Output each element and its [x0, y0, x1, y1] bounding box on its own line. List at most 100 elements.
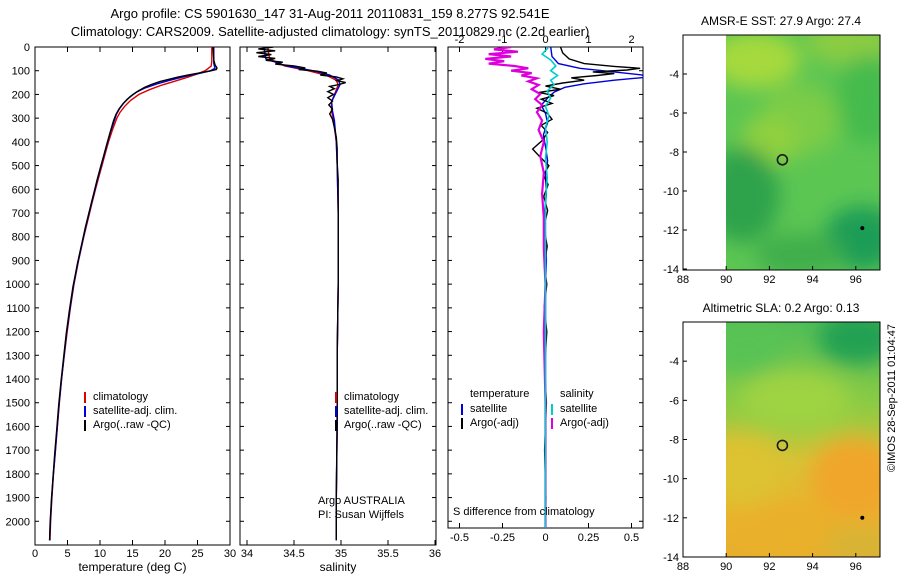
legend-label: satellite-adj. clim. — [93, 405, 178, 417]
series-satellite-adj-clim- — [263, 47, 341, 541]
tick-label: 1800 — [6, 469, 30, 481]
salinity-legend: climatology satellite-adj. clim. Argo(..… — [335, 390, 428, 432]
tick-label: -12 — [663, 513, 679, 525]
series-salinity-satellite — [540, 47, 559, 528]
tick-label: 100 — [12, 66, 30, 78]
satellite-swatch — [84, 405, 86, 417]
tick-label: 1900 — [6, 493, 30, 505]
tick-label: 1200 — [6, 327, 30, 339]
tick-label: 35 — [335, 548, 347, 560]
float-dot — [860, 515, 865, 520]
argo-swatch — [84, 419, 86, 431]
tick-label: 90 — [720, 274, 732, 286]
tick-label: 600 — [12, 184, 30, 196]
legend-item-climatology: climatology — [84, 390, 177, 404]
tick-label: 1400 — [6, 374, 30, 386]
argo-swatch — [335, 419, 337, 431]
tick-label: 500 — [12, 161, 30, 173]
tick-label: 94 — [806, 274, 818, 286]
tick-label: 0 — [24, 42, 30, 54]
series-temperature-satellite — [540, 47, 643, 528]
legend-item-argo: Argo(..raw -QC) — [84, 418, 177, 432]
tick-label: 2 — [628, 34, 634, 46]
float-dot — [860, 226, 865, 231]
legend-item-satellite-t: satellite — [461, 402, 529, 416]
tick-label: 10 — [94, 548, 106, 560]
climatology-swatch — [84, 391, 86, 403]
satellite-s-swatch — [551, 403, 553, 415]
tick-label: -6 — [669, 108, 679, 120]
argo-position-marker — [776, 154, 789, 166]
tick-label: 1600 — [6, 421, 30, 433]
tick-label: 0 — [32, 548, 38, 560]
tick-label: 92 — [763, 274, 775, 286]
difference-legend-temperature: temperature satellite Argo(-adj) — [461, 388, 529, 430]
tick-label: -1 — [498, 34, 508, 46]
tick-label: -8 — [669, 147, 679, 159]
tick-label: -2 — [455, 34, 465, 46]
tick-label: 1700 — [6, 445, 30, 457]
panel-frame — [239, 46, 437, 546]
legend-label: Argo(-adj) — [470, 417, 519, 429]
tick-label: -8 — [669, 434, 679, 446]
satellite-swatch — [461, 403, 463, 415]
salinity-axis-label: salinity — [319, 560, 357, 574]
tick-label: -4 — [669, 356, 679, 368]
tick-label: 88 — [677, 274, 689, 286]
tick-label: -0.5 — [450, 532, 469, 544]
tick-label: 2000 — [6, 516, 30, 528]
tick-label: 20 — [159, 548, 171, 560]
tick-label: 0.5 — [624, 532, 639, 544]
tick-label: 30 — [224, 548, 236, 560]
legend-item-climatology: climatology — [335, 390, 428, 404]
tick-label: 700 — [12, 208, 30, 220]
tick-label: -10 — [663, 474, 679, 486]
series-salinity-argo-adj- — [485, 47, 547, 528]
tick-label: 90 — [720, 561, 732, 573]
tick-label: 900 — [12, 255, 30, 267]
tick-label: -6 — [669, 395, 679, 407]
sla-map-title: Altimetric SLA: 0.2 Argo: 0.13 — [702, 301, 860, 315]
temperature-legend: climatology satellite-adj. clim. Argo(..… — [84, 390, 177, 432]
sla-map-image — [726, 322, 880, 557]
tick-label: 0 — [542, 34, 548, 46]
tick-label: -0.25 — [490, 532, 515, 544]
legend-label: Argo(..raw -QC) — [93, 419, 171, 431]
tick-label: -10 — [663, 186, 679, 198]
tick-label: 1 — [585, 34, 591, 46]
tick-label: 200 — [12, 89, 30, 101]
legend-item-satellite: satellite-adj. clim. — [84, 404, 177, 418]
series-climatology — [49, 47, 213, 541]
tick-label: 92 — [763, 561, 775, 573]
legend-item-argo-t: Argo(-adj) — [461, 416, 529, 430]
legend-label: satellite — [560, 403, 598, 415]
tick-label: 15 — [126, 548, 138, 560]
tick-label: 96 — [850, 274, 862, 286]
tick-label: 94 — [806, 561, 818, 573]
legend-header: salinity — [560, 388, 594, 400]
tick-label: 34 — [241, 548, 253, 560]
argo-position-marker — [776, 439, 789, 452]
tick-label: 34.5 — [283, 548, 304, 560]
temperature-axis-label: temperature (deg C) — [78, 560, 187, 574]
tick-label: 96 — [850, 561, 862, 573]
sst-map-image — [726, 35, 880, 270]
tick-label: 88 — [677, 561, 689, 573]
series-satellite-adj-clim- — [48, 47, 216, 541]
tick-label: 5 — [64, 548, 70, 560]
legend-label: Argo(..raw -QC) — [344, 419, 422, 431]
tick-label: 1300 — [6, 350, 30, 362]
legend-item-argo-s: Argo(-adj) — [551, 416, 609, 430]
tick-label: 25 — [191, 548, 203, 560]
tick-label: 300 — [12, 113, 30, 125]
tick-label: 36 — [429, 548, 441, 560]
figure-title: Argo profile: CS 5901630_147 31-Aug-2011… — [110, 6, 550, 21]
legend-label: climatology — [93, 391, 149, 403]
tick-label: -14 — [663, 264, 679, 276]
series-argo-raw-qc- — [48, 47, 218, 541]
figure-subtitle: Climatology: CARS2009. Satellite-adjuste… — [70, 24, 590, 39]
imos-watermark: ©IMOS 28-Sep-2011 01:04:47 — [886, 324, 898, 472]
s-difference-label: S difference from climatology — [453, 506, 595, 518]
series-temperature-argo-adj- — [531, 47, 641, 528]
